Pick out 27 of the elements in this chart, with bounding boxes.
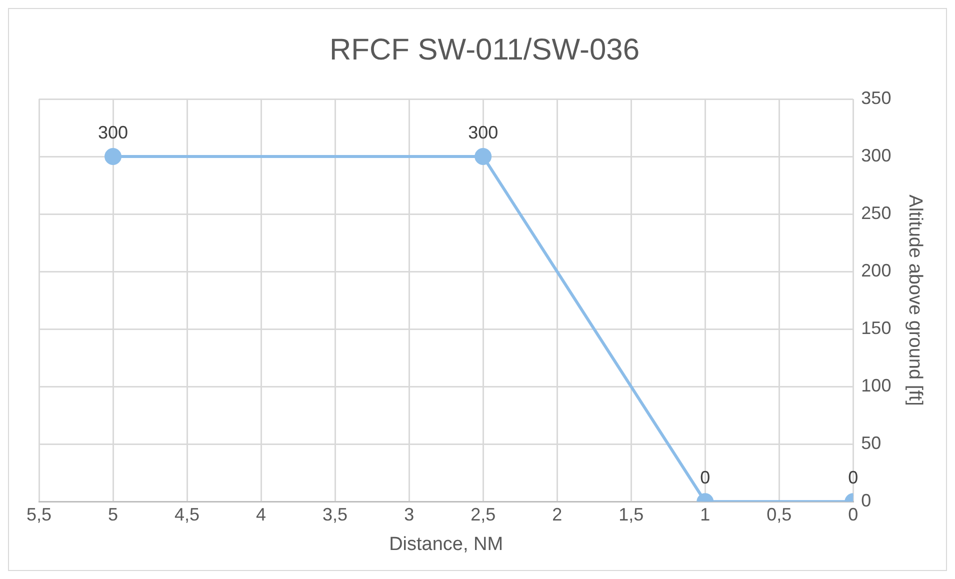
x-tick-label: 4 [256, 504, 266, 524]
x-tick-label: 0 [848, 504, 858, 524]
y2-tick-label: 50 [861, 433, 882, 454]
x-tick-label: 1 [700, 504, 710, 524]
x-tick-label: 0,5 [766, 504, 792, 524]
y2-tick-label: 200 [861, 260, 892, 281]
y2-tick-label: 250 [861, 202, 892, 223]
y2-tick-label: 150 [861, 318, 892, 338]
y2-axis-title: Altitude above ground [ft] [904, 194, 926, 406]
data-label: 0 [700, 468, 710, 488]
x-axis-title: Distance, NM [389, 534, 504, 555]
y2-tick-label: 300 [861, 145, 892, 166]
x-tick-label: 1,5 [618, 504, 644, 524]
x-tick-label: 2 [552, 504, 562, 524]
y2-tick-label: 350 [861, 88, 892, 108]
x-tick-label: 3 [404, 504, 414, 524]
chart-title: RFCF SW-011/SW-036 [329, 33, 640, 66]
data-label: 300 [98, 122, 128, 142]
data-label: 300 [468, 122, 498, 142]
y2-tick-label: 100 [861, 376, 892, 396]
data-label: 0 [848, 468, 858, 488]
x-tick-label: 5,5 [26, 504, 52, 524]
y2-tick-label: 0 [861, 490, 872, 511]
x-tick-label: 3,5 [322, 504, 348, 524]
x-tick-label: 4,5 [174, 504, 200, 524]
x-tick-label: 5 [108, 504, 118, 524]
x-tick-label: 2,5 [470, 504, 496, 524]
